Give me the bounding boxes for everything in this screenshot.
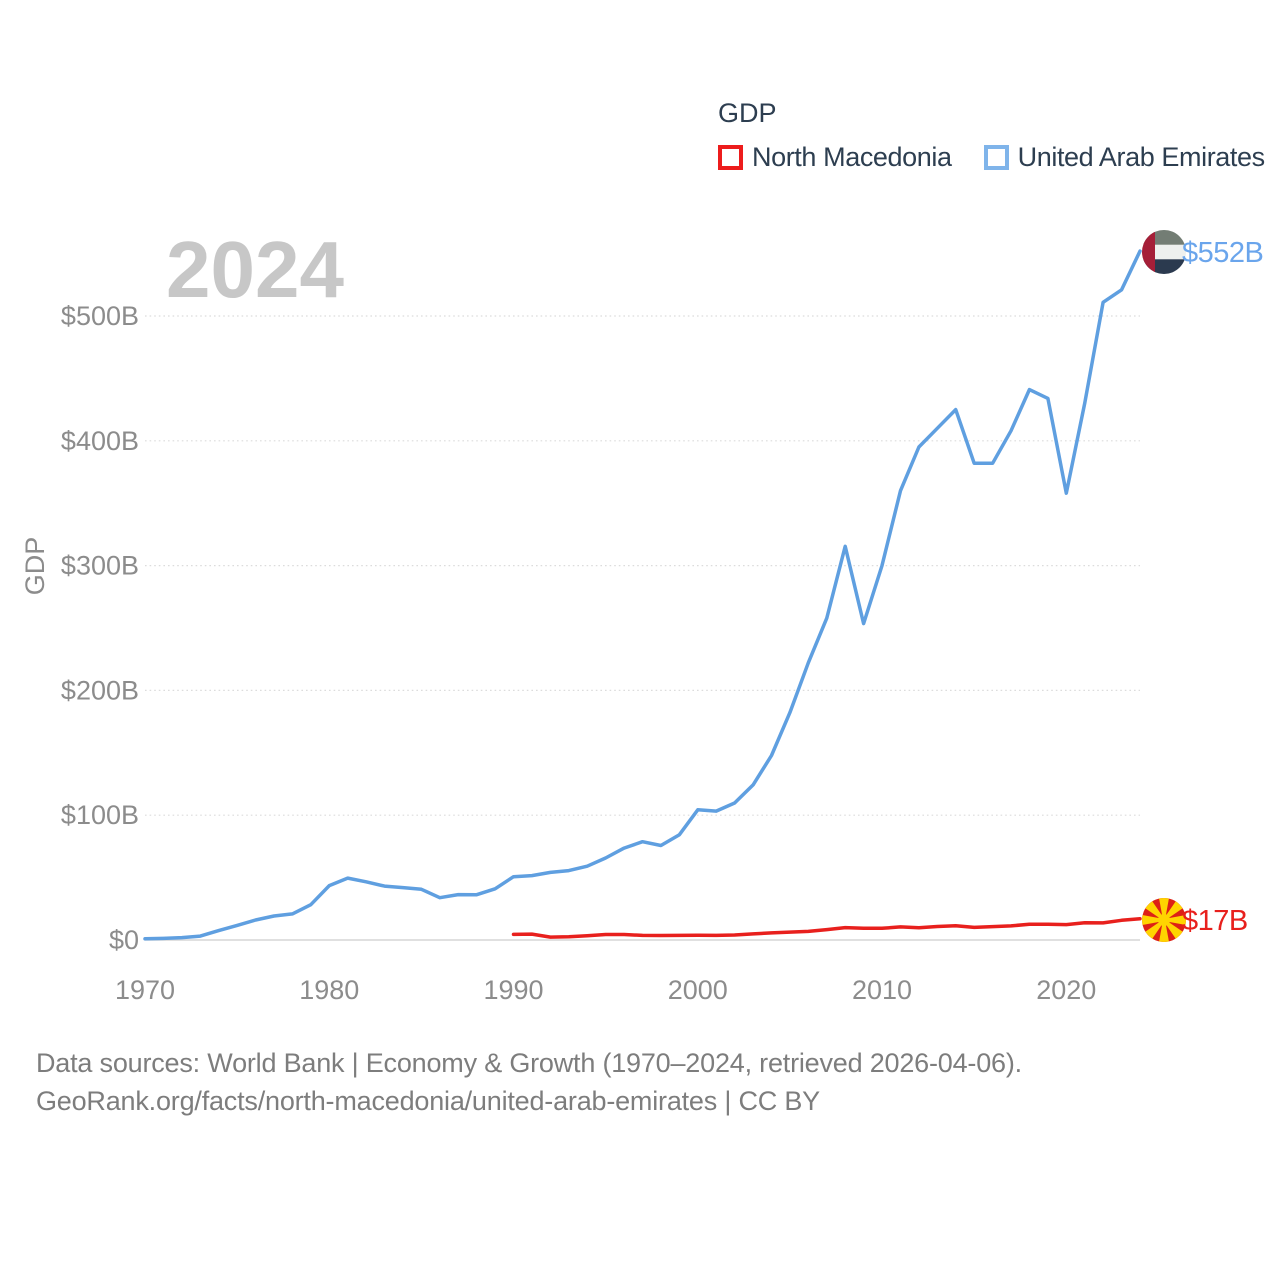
legend-item-north-macedonia[interactable]: North Macedonia bbox=[718, 142, 952, 173]
legend-label-united-arab-emirates: United Arab Emirates bbox=[1017, 142, 1266, 172]
y-axis-tick-label: $400B bbox=[61, 426, 139, 456]
y-axis-tick-label: $100B bbox=[61, 800, 139, 830]
x-axis-tick-label: 1990 bbox=[483, 975, 543, 1005]
year-watermark: 2024 bbox=[166, 225, 344, 314]
x-axis-tick-label: 1970 bbox=[115, 975, 175, 1005]
x-axis-tick-label: 2010 bbox=[852, 975, 912, 1005]
legend-item-united-arab-emirates[interactable]: United Arab Emirates bbox=[983, 142, 1266, 173]
y-axis-tick-label: $500B bbox=[61, 301, 139, 331]
legend-label-north-macedonia: North Macedonia bbox=[752, 142, 952, 172]
legend-title: GDP bbox=[718, 98, 777, 128]
uae-swatch-icon bbox=[983, 145, 1009, 170]
uae-flag-icon bbox=[1142, 230, 1186, 274]
x-axis-tick-label: 2000 bbox=[668, 975, 728, 1005]
north-macedonia-flag-icon bbox=[1142, 898, 1186, 942]
north-macedonia-value-label: $17B bbox=[1182, 905, 1248, 937]
north-macedonia-swatch-icon bbox=[718, 145, 743, 170]
y-axis-tick-label: $200B bbox=[61, 675, 139, 705]
footer: Data sources: World Bank | Economy & Gro… bbox=[36, 1044, 1022, 1120]
x-axis-tick-label: 1980 bbox=[299, 975, 359, 1005]
y-axis-tick-label: $0 bbox=[109, 925, 139, 955]
series-line-north-macedonia bbox=[511, 917, 1142, 939]
y-axis-title: GDP bbox=[20, 537, 50, 596]
series-line-united-arab-emirates bbox=[143, 249, 1142, 941]
x-axis-tick-label: 2020 bbox=[1036, 975, 1096, 1005]
footer-data-sources: Data sources: World Bank | Economy & Gro… bbox=[36, 1048, 1022, 1078]
legend: GDP North Macedonia United Arab Emirates bbox=[718, 98, 1265, 173]
footer-attribution: GeoRank.org/facts/north-macedonia/united… bbox=[36, 1086, 820, 1116]
y-axis-tick-label: $300B bbox=[61, 551, 139, 581]
uae-value-label: $552B bbox=[1182, 237, 1264, 269]
legend-items: North Macedonia United Arab Emirates bbox=[718, 142, 1265, 173]
